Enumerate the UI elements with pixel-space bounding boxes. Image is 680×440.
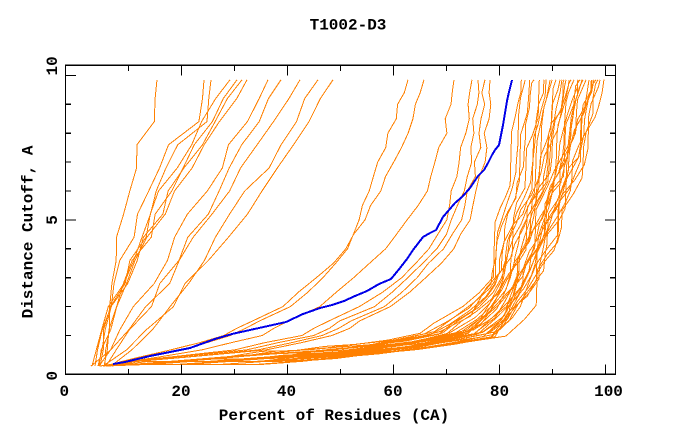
svg-text:Distance Cutoff, A: Distance Cutoff, A [20,145,38,318]
svg-text:0: 0 [59,383,69,401]
svg-text:100: 100 [594,383,623,401]
svg-text:Percent of Residues (CA): Percent of Residues (CA) [219,407,449,425]
svg-text:20: 20 [171,383,190,401]
svg-text:40: 40 [277,383,296,401]
svg-text:60: 60 [383,383,402,401]
svg-text:80: 80 [490,383,509,401]
svg-text:5: 5 [44,215,62,225]
svg-text:10: 10 [44,56,62,75]
svg-text:0: 0 [44,371,62,381]
svg-text:T1002-D3: T1002-D3 [310,17,387,35]
